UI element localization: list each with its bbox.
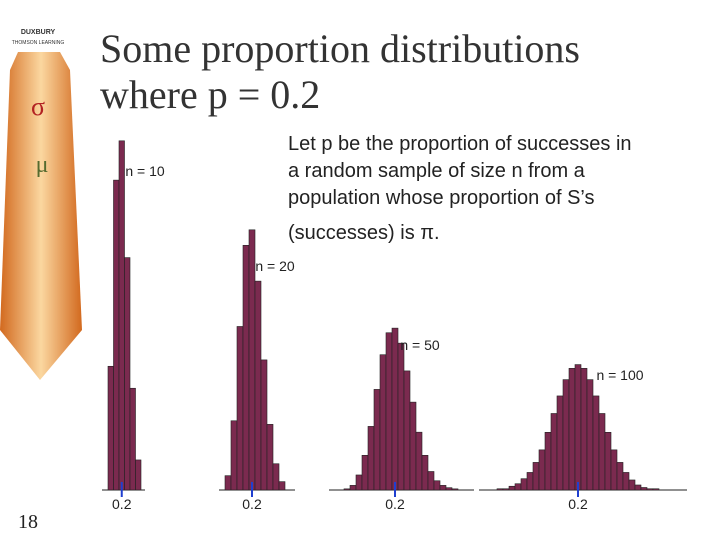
bar [628, 479, 636, 491]
bar [502, 488, 510, 491]
tie-logo [0, 52, 82, 380]
bar [622, 472, 630, 491]
bar [113, 179, 120, 491]
bar [610, 449, 618, 491]
bar [574, 364, 582, 491]
bar [224, 475, 232, 491]
bar [451, 488, 459, 491]
bar [260, 359, 268, 491]
bar [242, 245, 250, 491]
bar [409, 401, 417, 491]
bar [397, 342, 405, 491]
bar [379, 354, 387, 491]
bar [343, 488, 351, 491]
body-text: (successes) is π. [288, 222, 440, 244]
bar [562, 379, 570, 491]
bar [604, 432, 612, 491]
bar [586, 379, 594, 491]
bar [385, 332, 393, 491]
bar [266, 424, 274, 491]
bar [391, 327, 399, 491]
bar [355, 474, 363, 491]
bar [580, 368, 588, 491]
logo-imprint: THOMSON LEARNING [12, 40, 65, 46]
body-text: population whose proportion of S’s [288, 187, 595, 209]
slide-title: where p = 0.2 [100, 72, 320, 117]
page-number: 18 [18, 511, 38, 533]
bar [598, 413, 606, 491]
bar [403, 370, 411, 491]
chart-title: n = 100 [596, 367, 643, 383]
bar [361, 455, 369, 491]
bar [634, 484, 642, 491]
bar [421, 455, 429, 491]
chart-title: n = 10 [125, 163, 165, 179]
bar [415, 431, 423, 491]
bar [118, 140, 125, 491]
bar [124, 257, 131, 491]
bar [652, 488, 660, 491]
bar [646, 488, 654, 491]
bar [129, 387, 136, 491]
bar [550, 413, 558, 491]
x-tick-label: 0.2 [242, 496, 262, 512]
bar [278, 481, 286, 491]
bar [272, 463, 280, 491]
body-text: a random sample of size n from a [288, 160, 586, 182]
x-tick-label: 0.2 [112, 496, 132, 512]
bar [445, 487, 453, 491]
bar [439, 485, 447, 491]
bar [373, 389, 381, 491]
bar [514, 483, 522, 491]
bar [616, 462, 624, 491]
bar [532, 462, 540, 491]
bar [107, 365, 114, 491]
bar [367, 426, 375, 491]
bar [544, 432, 552, 491]
x-tick-label: 0.2 [568, 496, 588, 512]
bar [248, 229, 256, 491]
bar [520, 478, 528, 491]
body-text: Let p be the proportion of successes in [288, 133, 632, 155]
chart-title: n = 20 [255, 258, 295, 274]
bar [236, 326, 244, 491]
logo-symbol: μ [36, 152, 49, 178]
bar [640, 487, 648, 491]
bar [135, 459, 142, 491]
bar [349, 485, 357, 491]
bar [230, 420, 238, 491]
logo-symbol: σ [31, 92, 45, 121]
bar [526, 472, 534, 491]
bar [508, 485, 516, 491]
bar [538, 449, 546, 491]
chart-title: n = 50 [400, 337, 440, 353]
slide-title: Some proportion distributions [100, 26, 580, 71]
logo-publisher: DUXBURY [21, 29, 56, 36]
x-tick-label: 0.2 [385, 496, 405, 512]
bar [433, 480, 441, 491]
bar [592, 395, 600, 491]
bar [568, 368, 576, 491]
bar [427, 471, 435, 491]
bar [254, 280, 262, 491]
bar [496, 488, 504, 491]
bar [556, 395, 564, 491]
